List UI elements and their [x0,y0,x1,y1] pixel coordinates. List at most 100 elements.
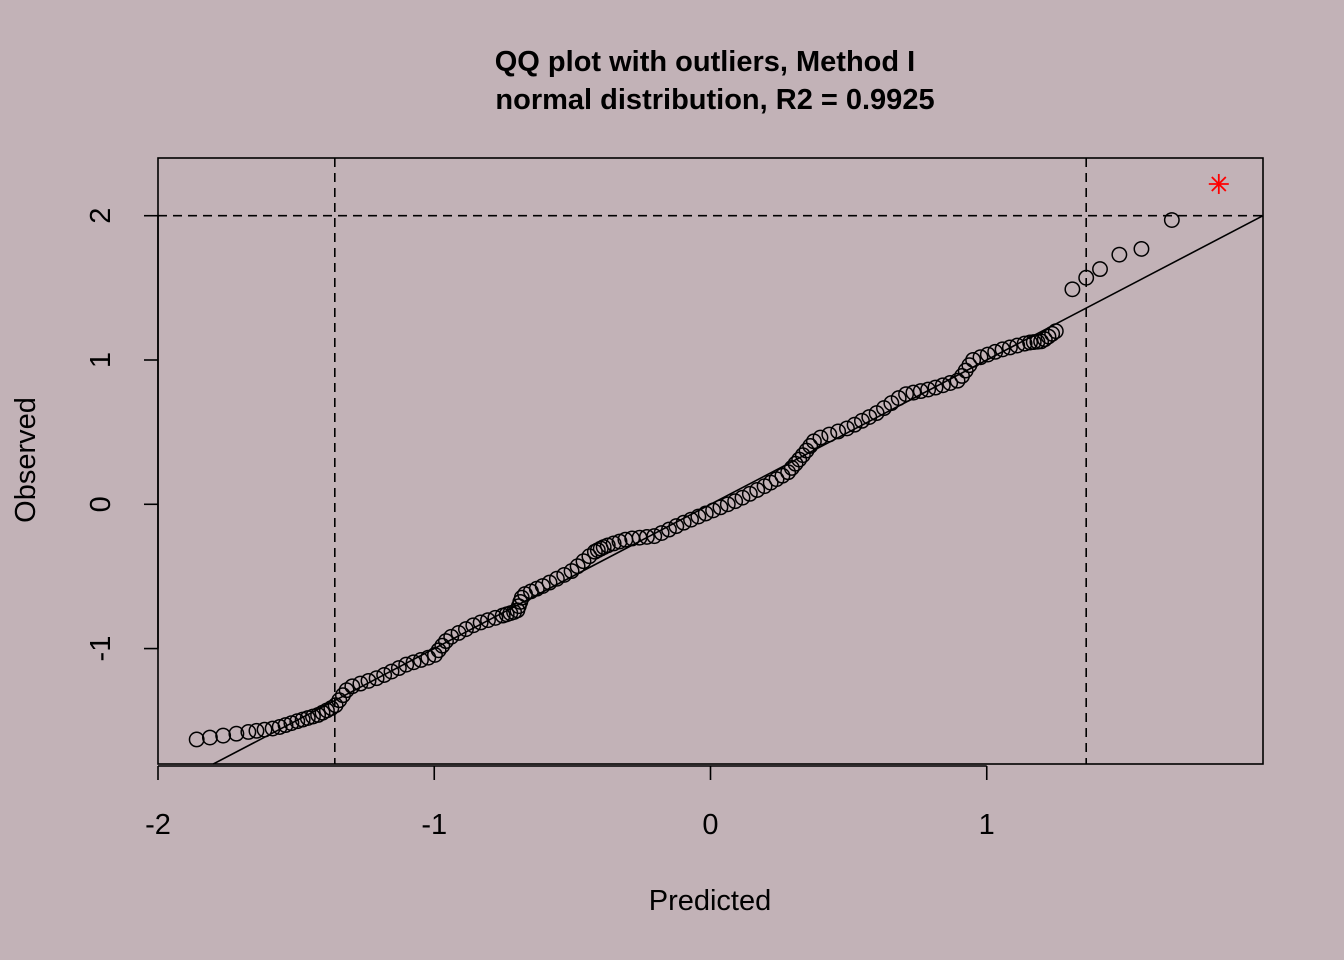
data-point [861,409,878,425]
data-point [890,390,907,407]
data-point [575,553,592,570]
data-point [1163,212,1180,228]
data-point [979,346,996,363]
data-point [457,621,474,638]
data-point [653,525,670,541]
data-point [1001,339,1018,356]
data-point [798,442,815,459]
y-axis: -1 0 1 2 [85,208,159,662]
data-point [1111,246,1128,263]
x-tick-label: 0 [702,809,718,841]
data-point [791,451,808,468]
data-point [705,502,722,519]
data-point [638,528,655,545]
data-point [912,383,929,400]
data-point [690,508,707,525]
data-point [787,455,804,472]
data-point [972,349,989,366]
data-point [965,351,982,368]
data-point [248,722,265,739]
y-tick-label: 1 [85,352,117,368]
data-point [569,558,586,575]
data-point [1092,261,1108,278]
data-point [957,362,974,379]
data-point [954,368,970,384]
data-point [942,375,959,391]
data-point [188,731,205,748]
data-point [256,721,273,738]
data-point [1078,269,1095,286]
data-point [487,609,504,626]
data-point [734,489,751,506]
y-tick-label: 0 [85,496,117,512]
data-point [480,612,496,629]
data-point [898,386,915,403]
data-point [668,518,685,535]
data-point [465,617,482,634]
data-point [727,493,744,510]
data-point [450,625,467,641]
data-point [905,384,922,401]
data-point [390,660,407,677]
data-point [360,672,377,689]
data-point [920,381,937,398]
data-point [405,654,422,671]
data-point [821,426,838,443]
data-point [646,528,663,545]
data-point [839,420,855,437]
data-point [749,482,766,498]
data-point [334,687,351,704]
data-point [352,675,369,692]
data-point [581,548,598,565]
data-point [812,429,829,446]
chart-subtitle: normal distribution, R2 = 0.9925 [495,84,934,116]
data-point [398,656,415,673]
data-point [368,670,385,687]
data-point [228,725,245,742]
data-point [949,372,966,389]
x-tick-label: -1 [421,809,447,841]
data-point [383,663,400,680]
data-point [541,574,558,591]
data-point [1047,323,1064,340]
data-point [934,377,951,394]
data-point [420,649,437,666]
data-point [412,652,429,668]
y-tick-label: -1 [85,636,117,662]
data-point [719,496,736,513]
plot-area [157,157,1264,765]
data-point [434,637,451,654]
data-point [438,633,454,650]
data-point [783,460,800,476]
data-point [1016,335,1033,352]
data-point [344,678,361,695]
data-point [472,614,489,631]
reference-line [212,215,1264,765]
x-tick-label: 1 [979,809,995,841]
data-point [443,628,460,645]
data-point [556,566,573,583]
data-point [240,724,257,740]
data-point [741,485,758,502]
plot-frame [157,157,1264,765]
data-point [430,642,447,659]
data-point [675,514,692,531]
y-axis-label: Observed [10,397,42,523]
x-tick-label: -2 [145,809,171,841]
data-point [1009,337,1026,354]
data-point [697,505,714,522]
data-point [1064,281,1081,298]
data-point [215,727,232,744]
data-point [376,667,393,683]
chart-title: QQ plot with outliers, Method I [495,46,915,78]
data-point [802,438,819,454]
data-point [853,412,870,429]
data-point [712,499,729,516]
data-point [927,379,944,396]
outlier-point [1208,173,1229,194]
x-axis-label: Predicted [649,885,772,917]
data-point [830,423,847,440]
data-point [1044,325,1061,342]
data-point [1133,240,1150,257]
